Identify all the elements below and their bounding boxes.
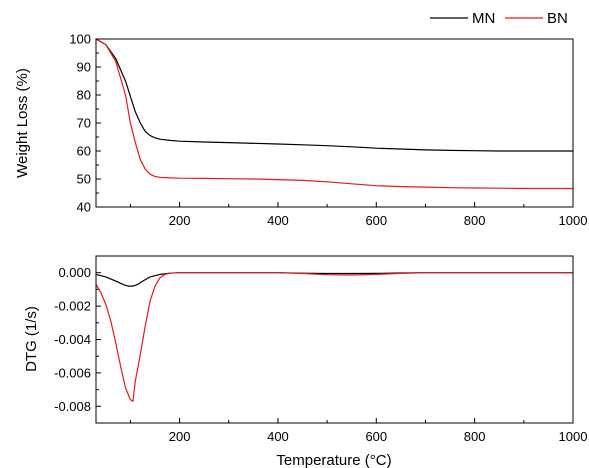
dtg-x-tick-label: 800 <box>464 429 486 444</box>
dtg-x-tick-label: 200 <box>169 429 191 444</box>
weight-loss-x-tick-label: 800 <box>464 213 486 228</box>
weight-loss-panel: Weight Loss (%) 200 400 600 800 1000 40 50 60 70… <box>14 32 587 229</box>
dtg-y-tick-label: -0.004 <box>54 332 91 347</box>
dtg-x-tick-label: 600 <box>365 429 387 444</box>
weight-loss-series-mn-line <box>95 38 574 152</box>
weight-loss-series-bn-line <box>95 38 574 190</box>
weight-loss-y-tick-label: 100 <box>69 32 91 47</box>
weight-loss-x-tick-label: 1000 <box>559 213 588 228</box>
dtg-x-tick-label: 1000 <box>559 429 588 444</box>
legend-label-bn: BN <box>547 10 568 27</box>
weight-loss-x-tick-label: 200 <box>169 213 191 228</box>
weight-loss-y-tick-label: 70 <box>77 116 91 131</box>
weight-loss-y-tick-label: 90 <box>77 60 91 75</box>
legend-label-mn: MN <box>472 10 495 27</box>
weight-loss-x-tick-label: 400 <box>267 213 289 228</box>
temperature-x-axis-title: Temperature (°C) <box>276 452 391 468</box>
weight-loss-y-tick-label: 40 <box>77 200 91 215</box>
dtg-x-tick-label: 400 <box>267 429 289 444</box>
legend: MN BN <box>430 10 568 27</box>
weight-loss-plot-frame <box>95 38 574 208</box>
weight-loss-y-tick-label: 60 <box>77 144 91 159</box>
weight-loss-x-tick-label: 600 <box>365 213 387 228</box>
weight-loss-y-tick-label: 50 <box>77 172 91 187</box>
dtg-series-bn-line <box>95 272 574 402</box>
dtg-y-tick-label: -0.006 <box>54 365 91 380</box>
dtg-y-tick-label: -0.008 <box>54 399 91 414</box>
dtg-panel: DTG (1/s) 200 400 600 800 1000 0.000 -0.002 -0.… <box>23 255 587 468</box>
weight-loss-y-axis-title: Weight Loss (%) <box>14 68 31 178</box>
dtg-plot: 200 400 600 800 1000 0.000 -0.002 -0.004 -0.006 -… <box>54 265 587 444</box>
weight-loss-y-tick-label: 80 <box>77 88 91 103</box>
dtg-plot-frame <box>95 255 574 424</box>
dtg-y-tick-label: -0.002 <box>54 299 91 314</box>
dtg-y-tick-label: 0.000 <box>58 265 91 280</box>
dtg-y-axis-title: DTG (1/s) <box>23 306 40 372</box>
weight-loss-plot: 200 400 600 800 1000 40 50 60 70 80 90 100 <box>69 32 587 229</box>
